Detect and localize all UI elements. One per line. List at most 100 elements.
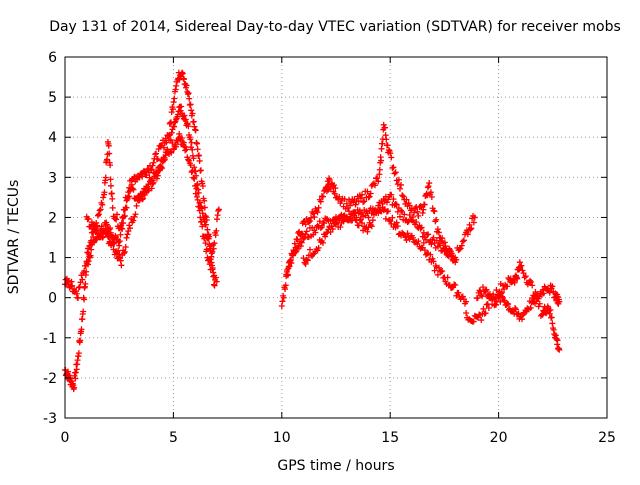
data-point [388,154,395,161]
data-point [96,207,103,214]
data-point [169,140,176,147]
data-point [512,306,519,313]
data-point [303,228,310,235]
data-point [553,336,560,343]
data-point [116,251,123,258]
data-point [550,326,557,333]
data-point [86,242,93,249]
data-point [435,264,442,271]
data-point [456,246,463,253]
data-point [104,156,111,163]
data-point [300,255,307,262]
data-point [68,278,75,285]
data-point [403,196,410,203]
data-point [460,237,467,244]
data-point [92,227,99,234]
data-point [91,226,98,233]
data-point [535,303,542,310]
data-point [359,191,366,198]
data-point [368,223,375,230]
data-point [528,279,535,286]
data-point [149,180,156,187]
data-point [383,199,390,206]
data-point [213,216,220,223]
data-point [529,282,536,289]
data-point [458,242,465,249]
data-point [171,95,178,102]
data-point [406,211,413,218]
data-point [82,280,89,287]
data-point [210,245,217,252]
data-point [478,292,485,299]
data-point [479,284,486,291]
data-point [527,277,534,284]
data-point [395,176,402,183]
data-point [332,185,339,192]
data-point [199,182,206,189]
data-point [185,156,192,163]
data-point [435,229,442,236]
data-point [140,195,147,202]
data-point [181,76,188,83]
data-point [290,252,297,259]
data-point [447,252,454,259]
data-point [548,314,555,321]
data-point [321,220,328,227]
x-tick-label: 20 [490,430,508,446]
data-point [176,130,183,137]
data-point [476,287,483,294]
data-point [153,150,160,157]
data-point [378,145,385,152]
data-point [384,142,391,149]
y-tick-label: 4 [48,130,57,146]
data-point [446,246,453,253]
data-point [288,260,295,267]
data-point [312,229,319,236]
data-point [380,121,387,128]
data-point [180,139,187,146]
data-point [425,231,432,238]
data-point [470,219,477,226]
data-point [505,301,512,308]
data-point [133,202,140,209]
data-point [69,282,76,289]
data-point [73,290,80,297]
data-point [154,156,161,163]
data-point [150,179,157,186]
data-point [382,132,389,139]
data-point [380,207,387,214]
data-point [343,200,350,207]
data-point [468,225,475,232]
data-point [72,369,79,376]
data-point [195,189,202,196]
data-point [427,251,434,258]
data-point [192,126,199,133]
data-point [211,282,218,289]
data-point [409,234,416,241]
data-point [519,267,526,274]
data-point [318,224,325,231]
data-point [439,268,446,275]
data-point [185,123,192,130]
y-tick-label: 3 [48,170,57,186]
data-point [76,283,83,290]
data-point [420,206,427,213]
x-tick-label: 25 [598,430,616,446]
y-tick-label: -3 [43,411,57,427]
data-point [183,82,190,89]
data-point [466,221,473,228]
data-point [549,320,556,327]
data-point [374,175,381,182]
data-point [194,140,201,147]
data-point [346,208,353,215]
data-point [442,243,449,250]
data-point [514,275,521,282]
data-point [453,256,460,263]
data-point [190,155,197,162]
data-point [498,290,505,297]
data-point [85,215,92,222]
data-point [515,310,522,317]
data-point [94,222,101,229]
data-point [400,193,407,200]
